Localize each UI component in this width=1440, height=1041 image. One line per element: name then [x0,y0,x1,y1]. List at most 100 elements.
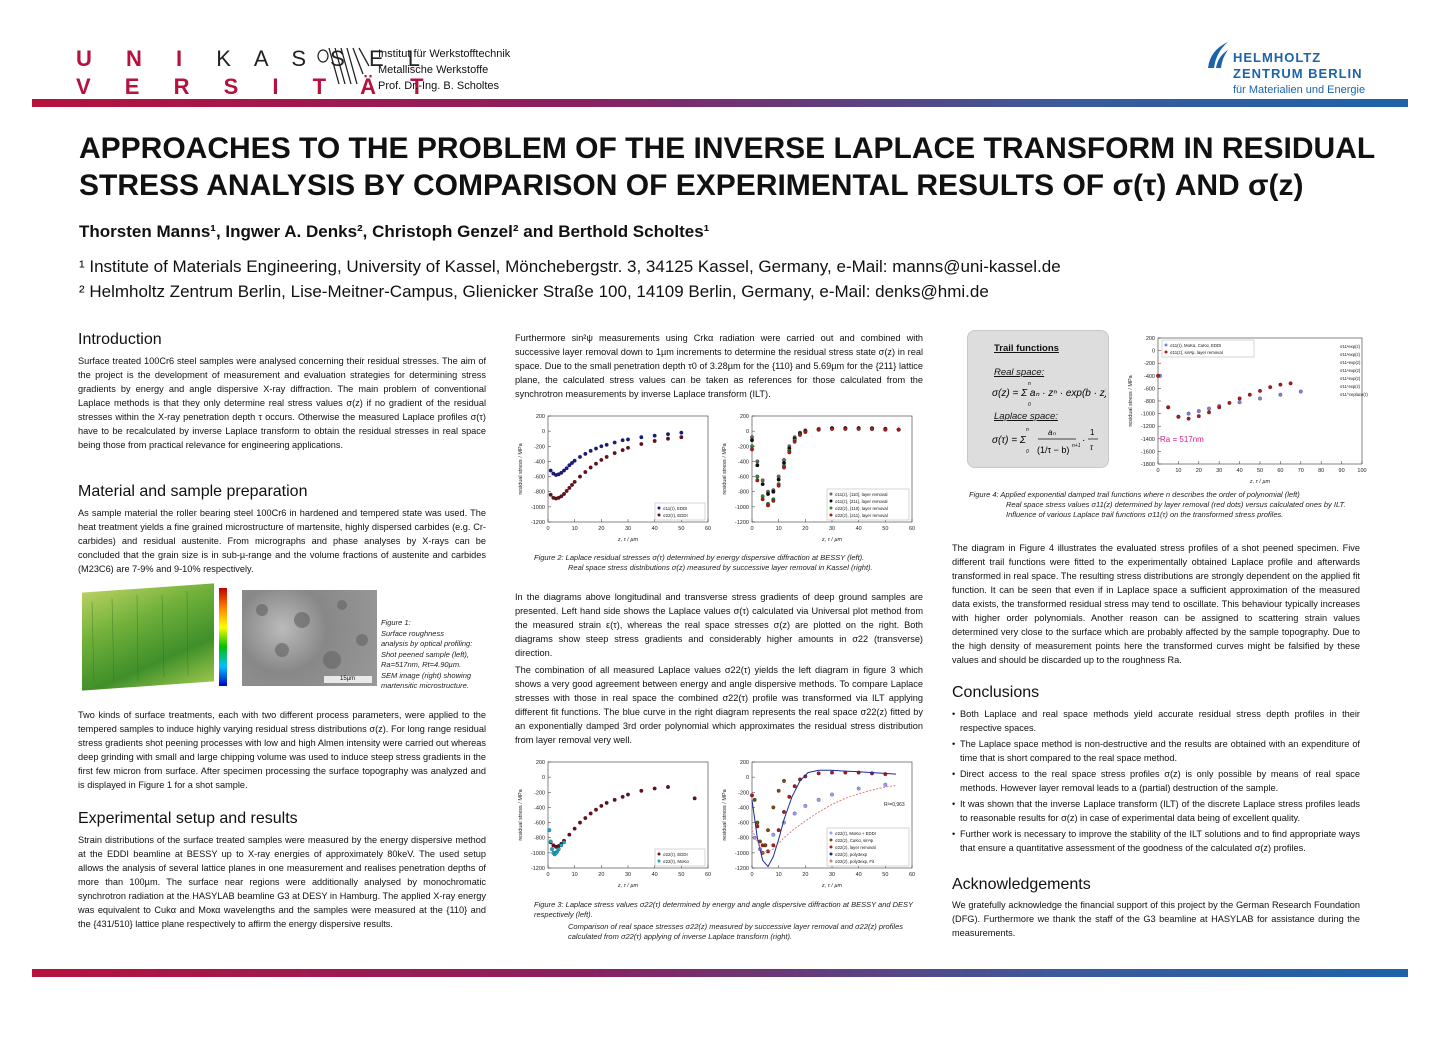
y-tick-label: -400 [1144,374,1155,380]
figure-1-sem-image: 15µm [242,590,377,686]
legend-marker [829,506,833,510]
data-point [1298,389,1303,394]
real-space-formula: σ(z) = Σ aₙ · zⁿ · exp(b · z) n 0 [992,381,1106,407]
data-point [755,478,760,483]
y-tick-label: -1000 [531,505,545,511]
legend-marker [829,845,833,849]
data-point [792,811,797,816]
legend-entry: σ11(τ), MoKα, CuKα, EDDI [1170,343,1221,348]
x-tick-label: 50 [882,526,888,532]
legend-entry: σ11(z), sin²ψ, layer removal [1170,350,1223,355]
list-item: Both Laplace and real space methods yiel… [952,707,1360,735]
data-point [562,468,566,473]
y-axis-label: residual stress / MPa [722,788,728,840]
data-point [679,435,684,440]
institute-text: Institut für Werkstofftechnik Metallisch… [378,46,510,94]
section-material: Material and sample preparation [78,483,308,500]
institute-line: Institut für Werkstofftechnik [378,48,511,60]
y-tick-label: -1800 [1141,462,1155,468]
svg-text:n+1: n+1 [1072,443,1081,449]
x-axis-label: z, τ / µm [617,537,639,543]
data-point [599,804,604,808]
y-tick-label: -200 [534,790,545,796]
data-point [803,430,808,434]
svg-text:aₙ: aₙ [1048,428,1056,437]
trail-functions-title: Trail functions [994,343,1059,354]
material-text: As sample material the roller bearing st… [78,508,486,574]
data-point [1207,410,1211,415]
svg-text:1: 1 [1090,428,1095,437]
data-point [803,774,808,779]
y-tick-label: -1200 [531,866,545,872]
col2-para-2: In the diagrams above longitudinal and t… [515,592,923,658]
x-tick-label: 70 [1298,468,1304,474]
y-tick-label: -400 [534,459,545,465]
caption-line: Figure 4: Applied exponential damped tra… [969,490,1300,499]
curve-label: σ11³exp(z) [1340,352,1361,357]
data-point [896,427,901,432]
x-tick-label: 20 [802,872,808,878]
figure-3-caption: Figure 3: Laplace stress values σ22(τ) d… [534,900,924,942]
y-tick-label: 0 [542,775,545,781]
legend-entry: σ11(z), {211}, layer removal [835,499,887,504]
data-point [782,810,786,814]
caption-line: Figure 3: Laplace stress values σ22(τ) d… [534,900,913,919]
y-axis-label: residual stress / MPa [518,788,524,840]
legend-marker [829,513,833,517]
legend-marker [1164,350,1168,354]
hzb-subline: für Materialien und Energie [1233,84,1366,96]
data-point [750,438,754,443]
hzb-logo: HELMHOLTZ ZENTRUM BERLIN für Materialien… [1204,38,1374,100]
data-point [626,792,630,797]
data-point [1237,396,1242,401]
institute-line: Metallische Werkstoffe [378,64,489,76]
data-point [771,843,776,848]
svg-text:σ(z) = Σ aₙ · zⁿ · exp(b · z): σ(z) = Σ aₙ · zⁿ · exp(b · z) [992,388,1106,399]
data-point [652,786,657,791]
x-tick-label: 80 [1318,468,1324,474]
y-tick-label: -400 [738,459,749,465]
list-item: Further work is necessary to improve the… [952,827,1360,855]
legend-entry: σ22(z), {110}, layer removal [835,506,888,511]
x-tick-label: 40 [652,872,658,878]
svg-text:(1/τ − b): (1/τ − b) [1037,445,1069,455]
y-tick-label: 200 [1146,336,1155,342]
caption-line: Real space stress values σ11(z) determin… [1006,500,1346,519]
data-point [771,832,776,837]
hzb-line: ZENTRUM BERLIN [1233,66,1363,81]
data-point [771,498,776,503]
x-tick-label: 40 [856,872,862,878]
section-conclusions: Conclusions [952,684,1040,701]
data-point [787,794,792,799]
data-point [1156,373,1160,378]
data-point [556,847,561,851]
data-point [1196,409,1201,413]
y-tick-label: -1000 [735,851,749,857]
legend-marker [829,499,833,503]
y-tick-label: -600 [534,821,545,827]
data-point [816,771,821,776]
data-point [816,427,821,432]
x-tick-label: 60 [705,872,711,878]
x-tick-label: 0 [750,526,753,532]
data-point [570,461,574,465]
legend-marker [657,859,661,863]
y-tick-label: -1000 [735,505,749,511]
y-tick-label: 0 [1152,349,1155,355]
y-tick-label: -1200 [735,866,749,872]
treatment-text: Two kinds of surface treatments, each wi… [78,710,486,790]
data-point [620,438,625,443]
data-point [578,820,582,825]
x-tick-label: 60 [909,526,915,532]
data-point [776,477,781,482]
legend-entry: σ22(τ), MoKα + EDDI [835,831,876,836]
x-tick-label: 20 [598,526,604,532]
x-tick-label: 50 [678,526,684,532]
y-tick-label: 200 [740,414,749,420]
svg-text:0: 0 [1028,402,1031,407]
caption-line: Figure 2: Laplace residual stresses σ(τ)… [534,553,865,562]
curve-label: σ11^ceplace(τ) [1340,392,1368,397]
curve-label: σ11²exp(z) [1340,344,1361,349]
x-tick-label: 30 [829,526,835,532]
data-point [787,450,792,455]
